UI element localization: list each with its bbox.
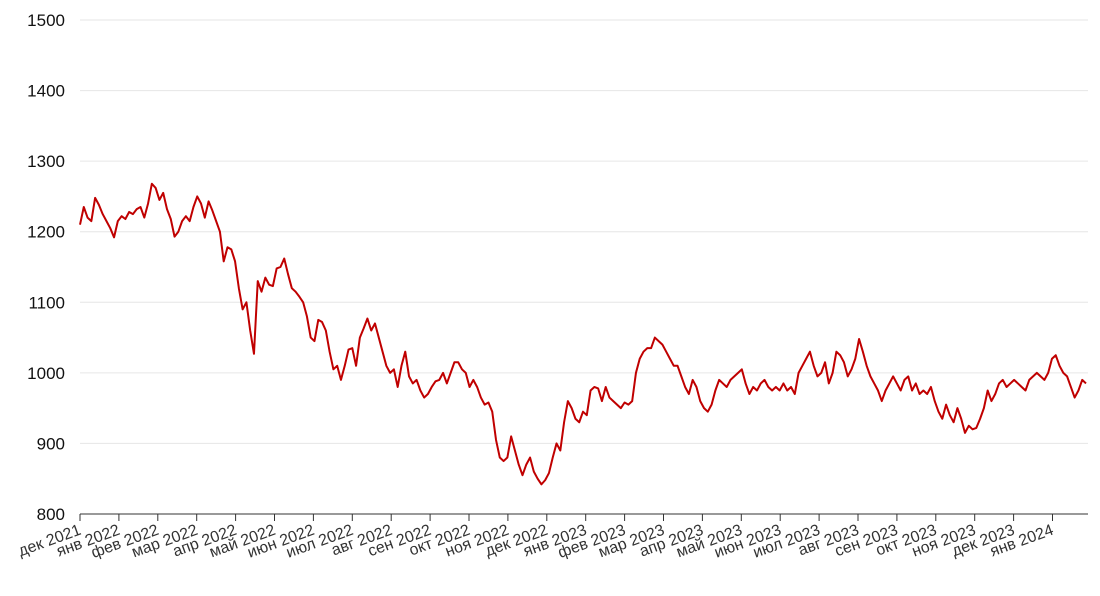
y-tick-label: 1300 (27, 152, 65, 171)
y-tick-label: 1100 (28, 293, 65, 312)
y-tick-label: 1000 (27, 364, 65, 383)
series-layer (79, 182, 1087, 486)
y-axis-ticks: 800 900 1000 1100 1200 1300 1400 1500 (27, 11, 65, 524)
y-tick-label: 1200 (27, 223, 65, 242)
series-line (79, 182, 1087, 486)
y-tick-label: 1500 (27, 11, 65, 30)
y-tick-label: 1400 (27, 82, 65, 101)
y-tick-label: 800 (37, 505, 65, 524)
gridlines (80, 19, 1088, 444)
y-tick-label: 900 (37, 434, 65, 453)
